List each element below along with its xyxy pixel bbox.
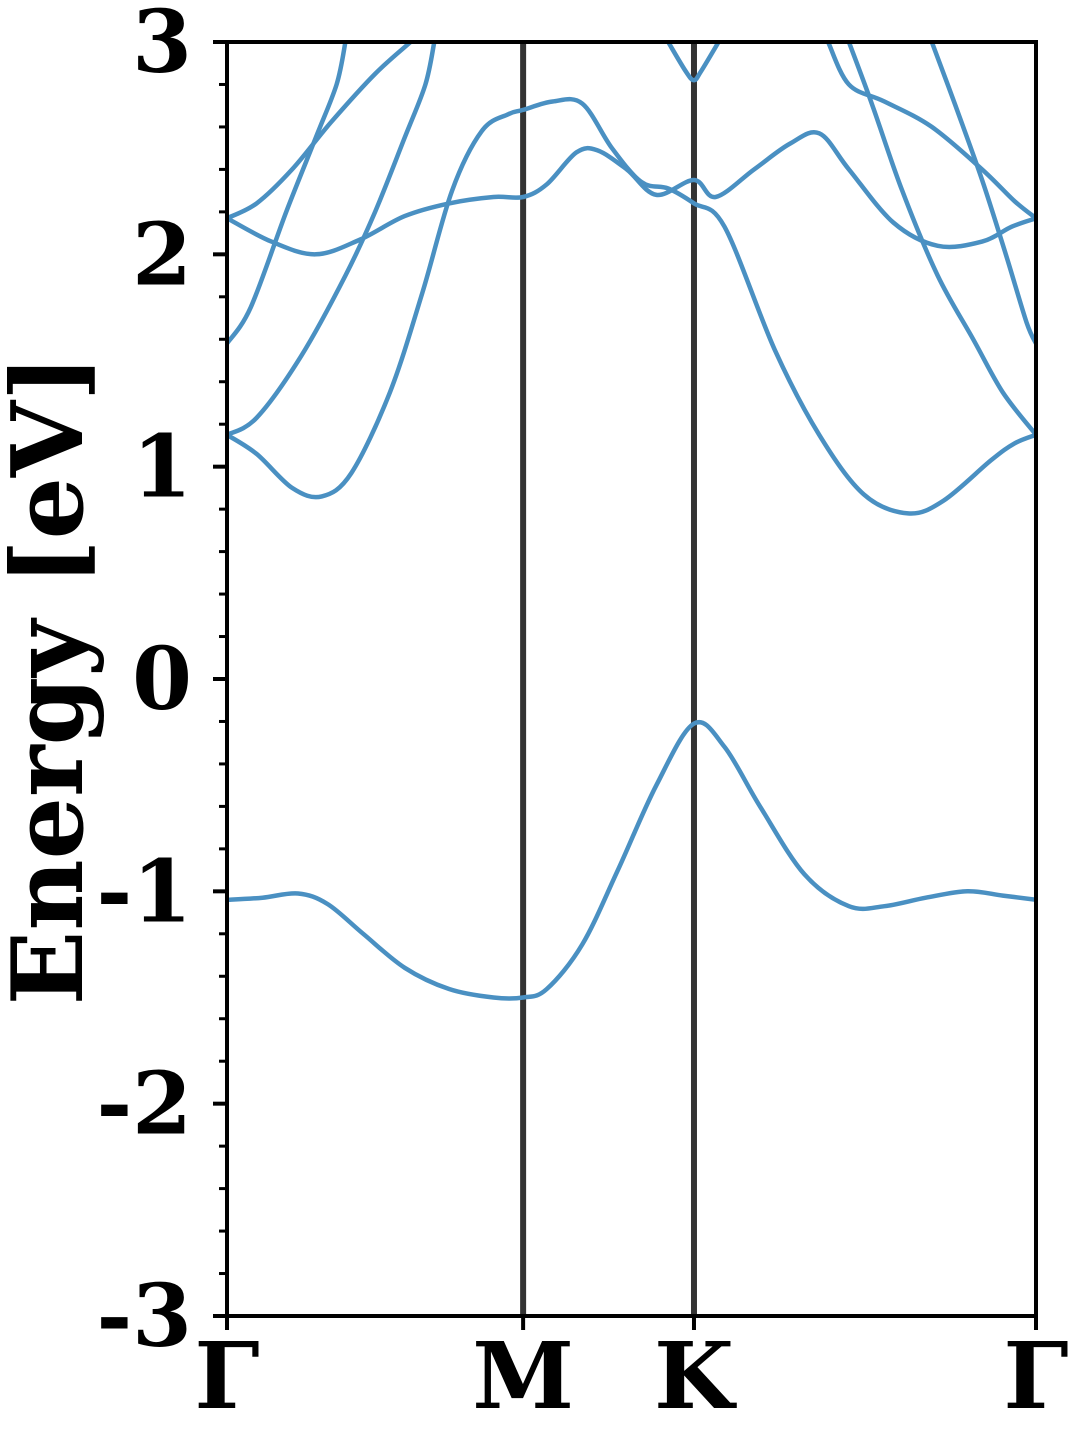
x-tick-label: Γ: [1003, 1322, 1068, 1430]
band-line: [227, 719, 1036, 1001]
y-tick-label: 1: [132, 417, 192, 518]
plot-frame: [225, 40, 1038, 1318]
high-symmetry-lines: [520, 42, 697, 1316]
band-line: [227, 42, 348, 346]
y-tick-label: -3: [96, 1266, 192, 1367]
band-line: [665, 42, 721, 83]
y-tick-label: -1: [96, 841, 192, 942]
band-line: [825, 42, 1036, 221]
y-tick-label: 0: [132, 629, 192, 730]
x-tick-label: K: [654, 1322, 737, 1430]
y-tick-label: 3: [132, 0, 192, 93]
band-line: [929, 42, 1036, 346]
band-line: [227, 130, 1036, 257]
y-axis-label: Energy [eV]: [0, 355, 106, 1006]
bands: [227, 42, 1036, 1001]
x-tick-label: M: [472, 1322, 574, 1430]
band-line: [227, 96, 1036, 516]
band-line: [846, 42, 1036, 438]
band-line: [227, 42, 437, 438]
band-line: [227, 42, 413, 221]
y-tick-label: -2: [96, 1054, 192, 1155]
y-ticks: -3 -2 -1 0 1 2 3: [96, 0, 227, 1367]
y-tick-label: 2: [132, 204, 192, 305]
x-tick-label: Γ: [194, 1322, 259, 1430]
